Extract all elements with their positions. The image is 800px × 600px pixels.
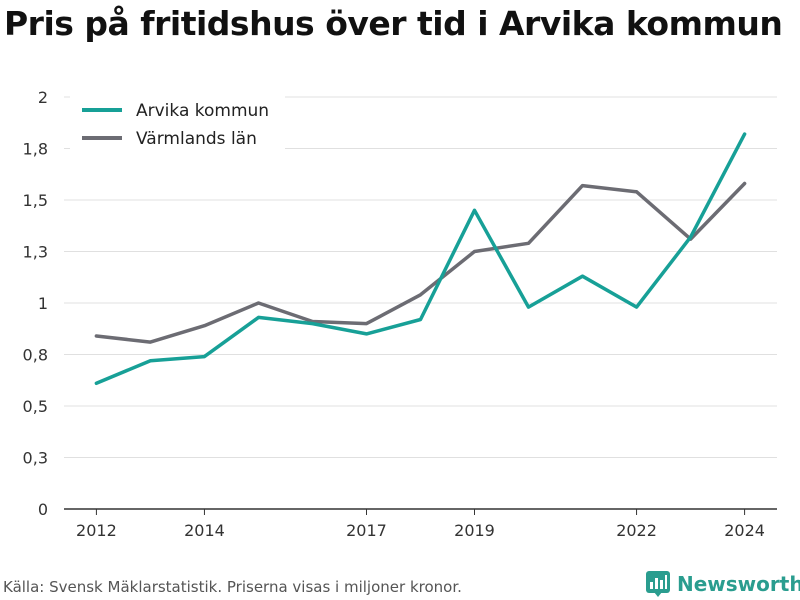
chart-title: Pris på fritidshus över tid i Arvika kom… [4, 4, 783, 43]
y-tick-label: 1,5 [23, 191, 48, 210]
brand-logo: Newsworthy [645, 570, 800, 598]
x-tick-label: 2012 [76, 521, 117, 540]
y-tick-label: 0,8 [23, 346, 48, 365]
y-tick-label: 0 [38, 500, 48, 519]
source-note: Källa: Svensk Mäklarstatistik. Priserna … [3, 578, 462, 596]
legend: Arvika kommun Värmlands län [70, 92, 285, 152]
gridlines [64, 96, 777, 510]
x-tick-label: 2022 [616, 521, 657, 540]
y-tick-label: 1 [38, 294, 48, 313]
x-tick-label: 2017 [346, 521, 387, 540]
y-tick-label: 1,3 [23, 243, 48, 262]
x-tick-label: 2019 [454, 521, 495, 540]
y-tick-label: 2 [38, 88, 48, 107]
y-tick-label: 0,5 [23, 397, 48, 416]
series-lines [94, 132, 747, 386]
y-tick-label: 1,8 [23, 140, 48, 159]
x-tick-label: 2014 [184, 521, 225, 540]
legend-label: Arvika kommun [136, 101, 269, 121]
brand-name: Newsworthy [677, 572, 800, 596]
series-line-v-rmlands-l-n [94, 181, 747, 344]
x-axis: 2012 2014 2017 2019 2022 2024 [76, 509, 765, 540]
newsworthy-logo-icon [646, 571, 670, 597]
series-line-arvika-kommun [94, 132, 747, 386]
legend-background [70, 92, 285, 152]
y-tick-label: 0,3 [23, 449, 48, 468]
legend-label: Värmlands län [136, 129, 257, 149]
x-tick-label: 2024 [724, 521, 765, 540]
y-axis: 0 0,3 0,5 0,8 1 1,3 1,5 1,8 2 [23, 88, 48, 519]
